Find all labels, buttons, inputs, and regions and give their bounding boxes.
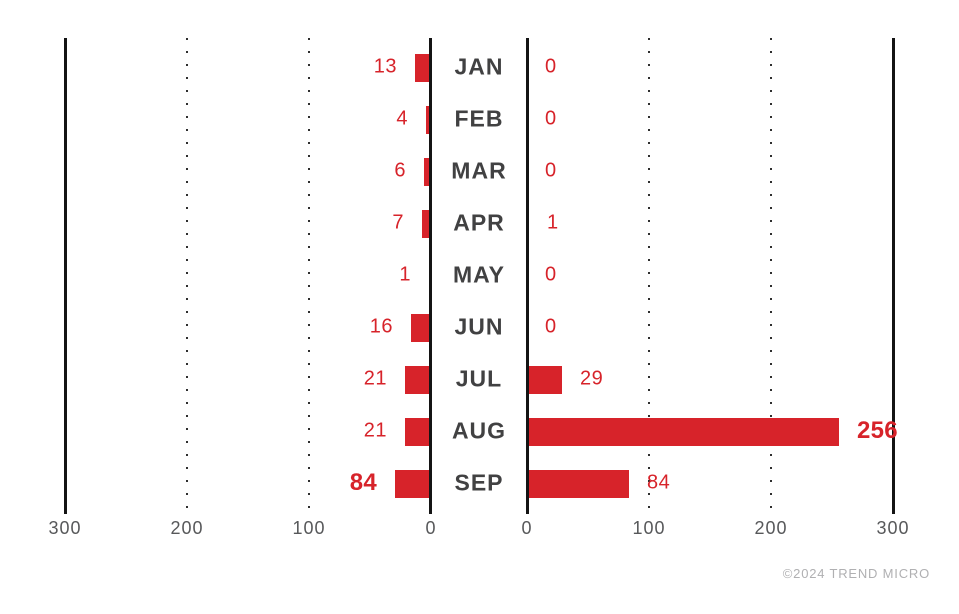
axis-tick-label: 200 <box>754 518 788 538</box>
axis-tick-label: 100 <box>632 518 666 538</box>
grid-line-solid <box>526 38 529 514</box>
grid-line-solid <box>429 38 432 514</box>
left-value-label: 7 <box>392 211 404 234</box>
axis-tick-label: 0 <box>521 518 533 538</box>
right-bar <box>527 470 629 498</box>
grid-line-solid <box>64 38 67 514</box>
left-value-label: 16 <box>369 315 393 338</box>
left-bar <box>422 210 431 238</box>
right-value-label: 0 <box>545 159 557 182</box>
month-label: JUN <box>454 313 504 340</box>
right-bar <box>527 366 562 394</box>
left-bar <box>415 54 431 82</box>
month-label: SEP <box>454 469 504 496</box>
copyright-text: ©2024 TREND MICRO <box>782 566 930 581</box>
left-bar <box>405 366 431 394</box>
grid-line-dotted <box>186 38 188 508</box>
right-value-label: 29 <box>580 367 604 390</box>
month-label: JUL <box>455 365 503 392</box>
grid-line-dotted <box>770 38 772 508</box>
axis-tick-label: 100 <box>292 518 326 538</box>
axis-tick-label: 300 <box>48 518 82 538</box>
grid-line-dotted <box>308 38 310 508</box>
month-label: JAN <box>454 53 504 80</box>
right-value-label: 0 <box>545 263 557 286</box>
left-value-label: 1 <box>399 263 411 286</box>
right-value-label: 256 <box>857 416 898 444</box>
grid-line-solid <box>892 38 895 514</box>
grid-line-dotted <box>648 38 650 508</box>
left-bar <box>411 314 431 342</box>
left-value-label: 84 <box>349 468 377 496</box>
right-bar <box>527 418 839 446</box>
right-value-label: 0 <box>545 315 557 338</box>
axis-tick-label: 0 <box>425 518 437 538</box>
left-bar <box>424 158 431 186</box>
month-label: APR <box>453 209 505 236</box>
axis-tick-label: 300 <box>876 518 910 538</box>
left-value-label: 4 <box>396 107 408 130</box>
right-value-label: 84 <box>647 471 671 494</box>
axis-tick-label: 200 <box>170 518 204 538</box>
left-value-label: 13 <box>373 55 397 78</box>
month-label: AUG <box>451 417 507 444</box>
right-value-label: 0 <box>545 55 557 78</box>
left-bar <box>405 418 431 446</box>
left-value-label: 21 <box>363 419 387 442</box>
month-label: MAR <box>451 157 507 184</box>
left-bar <box>426 106 431 134</box>
month-label: MAY <box>453 261 505 288</box>
left-value-label: 6 <box>394 159 406 182</box>
month-label: FEB <box>454 105 504 132</box>
right-value-label: 1 <box>547 211 559 234</box>
left-bar <box>395 470 431 498</box>
left-value-label: 21 <box>363 367 387 390</box>
right-value-label: 0 <box>545 107 557 130</box>
